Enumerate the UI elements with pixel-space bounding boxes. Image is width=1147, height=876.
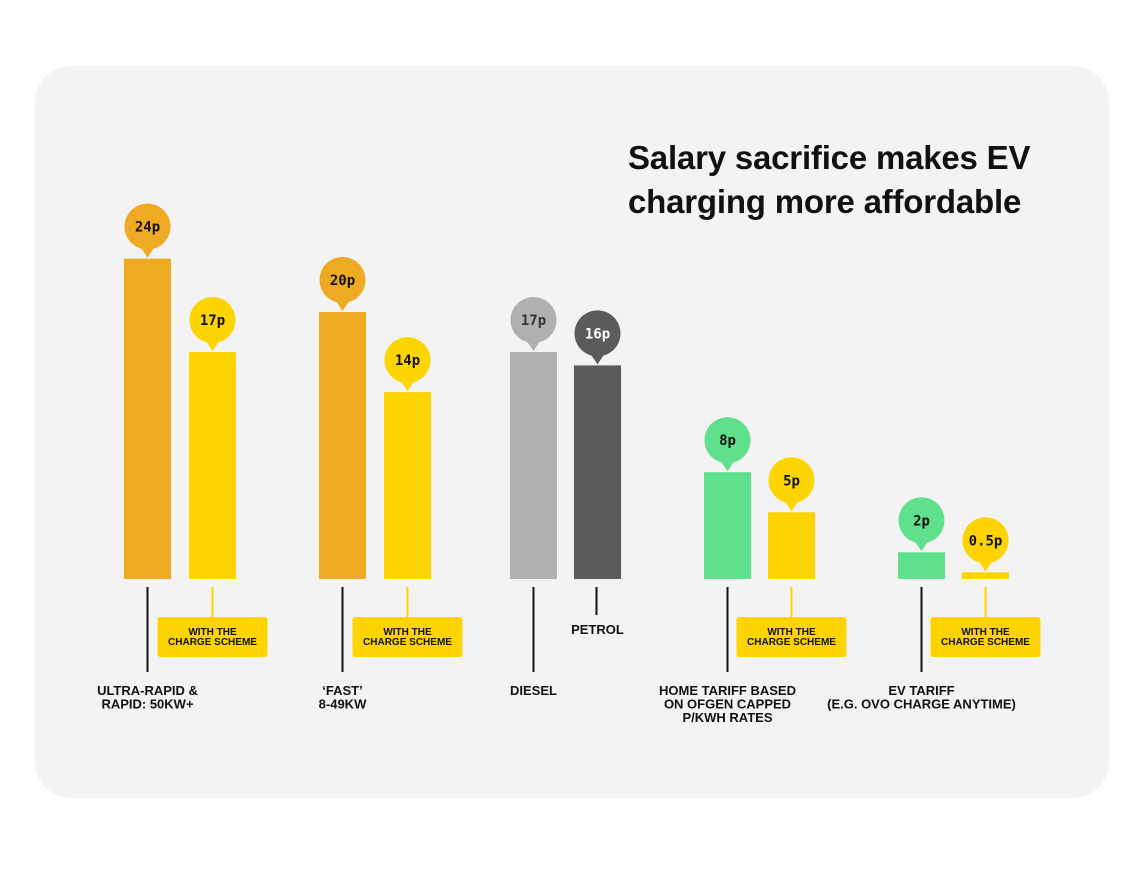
bar	[124, 258, 171, 579]
scheme-tag-text: CHARGE SCHEME	[747, 637, 836, 648]
scheme-tag	[930, 617, 1041, 657]
bar	[189, 352, 236, 579]
data-label: 16p	[585, 326, 610, 342]
scheme-tag	[736, 617, 847, 657]
scheme-tag-text: CHARGE SCHEME	[941, 637, 1030, 648]
scheme-tag-text: WITH THE	[767, 627, 816, 638]
bar	[768, 512, 815, 579]
category-label: (E.G. OVO CHARGE ANYTIME)	[827, 697, 1016, 712]
data-label: 2p	[913, 513, 930, 529]
bar	[510, 352, 557, 579]
category-label: PETROL	[571, 622, 624, 637]
scheme-tag-text: WITH THE	[383, 627, 432, 638]
data-label: 0.5p	[969, 533, 1003, 549]
category-label: ON OFGEN CAPPED	[664, 697, 791, 712]
value-bubble	[574, 310, 621, 357]
category-label: 8-49KW	[319, 697, 367, 712]
data-label: 24p	[135, 220, 160, 236]
category-label: RAPID: 50KW+	[101, 697, 194, 712]
data-label: 20p	[330, 273, 355, 289]
bar	[704, 472, 751, 579]
data-label: 17p	[521, 313, 546, 329]
data-label: 17p	[200, 313, 225, 329]
scheme-tag-text: WITH THE	[188, 627, 237, 638]
chart-title: Salary sacrifice makes EV charging more …	[628, 139, 1031, 220]
scheme-tag	[352, 617, 463, 657]
value-bubble	[319, 257, 366, 303]
scheme-tag-text: CHARGE SCHEME	[363, 637, 452, 648]
data-label: 5p	[783, 473, 800, 489]
value-bubble	[898, 497, 945, 544]
value-bubble	[510, 297, 557, 344]
category-label: DIESEL	[510, 683, 557, 698]
bar	[574, 365, 621, 579]
scheme-tag	[157, 617, 268, 657]
category-label: ‘FAST’	[322, 683, 362, 698]
scheme-tag-text: CHARGE SCHEME	[168, 637, 257, 648]
value-bubble	[384, 337, 431, 384]
category-label: P/KWH RATES	[682, 710, 772, 725]
value-bubble	[124, 203, 171, 250]
bar	[319, 312, 366, 579]
value-bubble	[189, 297, 236, 344]
data-label: 8p	[719, 433, 736, 449]
value-bubble	[768, 457, 815, 504]
bar	[898, 552, 945, 579]
bar	[962, 572, 1009, 579]
value-bubble	[704, 417, 751, 464]
bar	[384, 392, 431, 579]
value-bubble	[962, 517, 1009, 564]
data-label: 14p	[395, 353, 420, 369]
category-label: EV TARIFF	[888, 683, 954, 698]
category-label: ULTRA-RAPID &	[97, 683, 198, 698]
scheme-tag-text: WITH THE	[961, 627, 1010, 638]
category-label: HOME TARIFF BASED	[659, 683, 796, 698]
